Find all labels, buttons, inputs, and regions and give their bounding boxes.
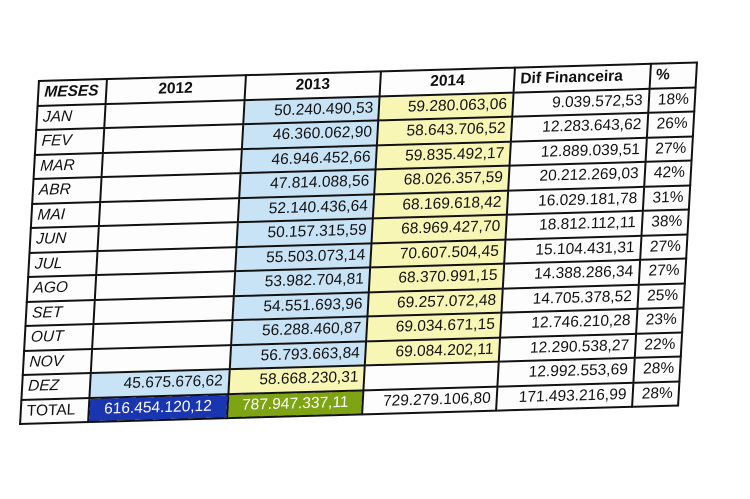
- month-cell: JAN: [36, 103, 106, 130]
- cell-2014: 68.969.427,70: [371, 214, 507, 243]
- cell-pct: 31%: [642, 185, 691, 211]
- cell-pct: 27%: [645, 136, 693, 162]
- total-dif: 171.493.216,99: [496, 382, 634, 411]
- cell-2014: 59.280.063,06: [378, 92, 514, 121]
- total-2012: 616.454.120,12: [87, 393, 229, 423]
- month-cell: JUN: [29, 226, 99, 253]
- header-percent: %: [649, 62, 697, 89]
- month-cell: MAR: [33, 152, 103, 179]
- cell-pct: 18%: [647, 87, 696, 113]
- cell-pct: 25%: [637, 283, 685, 309]
- cell-pct: 42%: [643, 160, 692, 187]
- cell-pct: 22%: [634, 332, 683, 358]
- cell-pct: 23%: [635, 307, 684, 334]
- cell-pct: 26%: [646, 111, 695, 138]
- month-cell: JUL: [28, 250, 98, 277]
- header-months: MESES: [37, 79, 107, 106]
- month-cell: DEZ: [21, 373, 91, 400]
- cell-2014: 68.169.618,42: [373, 190, 509, 219]
- cell-pct: 28%: [633, 356, 681, 383]
- total-pct: 28%: [631, 381, 680, 407]
- total-2014: 729.279.106,80: [362, 386, 498, 415]
- month-cell: FEV: [34, 128, 105, 155]
- month-cell: NOV: [22, 348, 92, 375]
- cell-2014: 70.607.504,45: [370, 239, 506, 268]
- header-2014: 2014: [379, 67, 515, 96]
- revenue-table: MESES 2012 2013 2014 Dif Financeira % JA…: [19, 62, 698, 425]
- month-cell: ABR: [32, 177, 102, 204]
- cell-2014: 69.257.072,48: [367, 288, 503, 317]
- cell-2014: 69.034.671,15: [366, 312, 502, 341]
- total-label: TOTAL: [20, 397, 90, 424]
- cell-2014: 68.026.357,59: [374, 165, 510, 194]
- cell-pct: 38%: [641, 209, 689, 236]
- cell-2014: 58.643.706,52: [377, 116, 513, 145]
- cell-2014: 69.084.202,11: [365, 337, 501, 366]
- cell-2014: 59.835.492,17: [375, 141, 511, 170]
- cell-2014: 68.370.991,15: [369, 263, 505, 292]
- total-2013: 787.947.337,11: [226, 389, 364, 419]
- cell-pct: 27%: [639, 234, 688, 260]
- month-cell: AGO: [26, 275, 97, 302]
- cell-2014: [363, 361, 499, 390]
- month-cell: MAI: [30, 201, 101, 228]
- cell-pct: 27%: [638, 258, 687, 285]
- month-cell: SET: [25, 299, 95, 326]
- spreadsheet: MESES 2012 2013 2014 Dif Financeira % JA…: [19, 62, 698, 425]
- month-cell: OUT: [24, 324, 94, 351]
